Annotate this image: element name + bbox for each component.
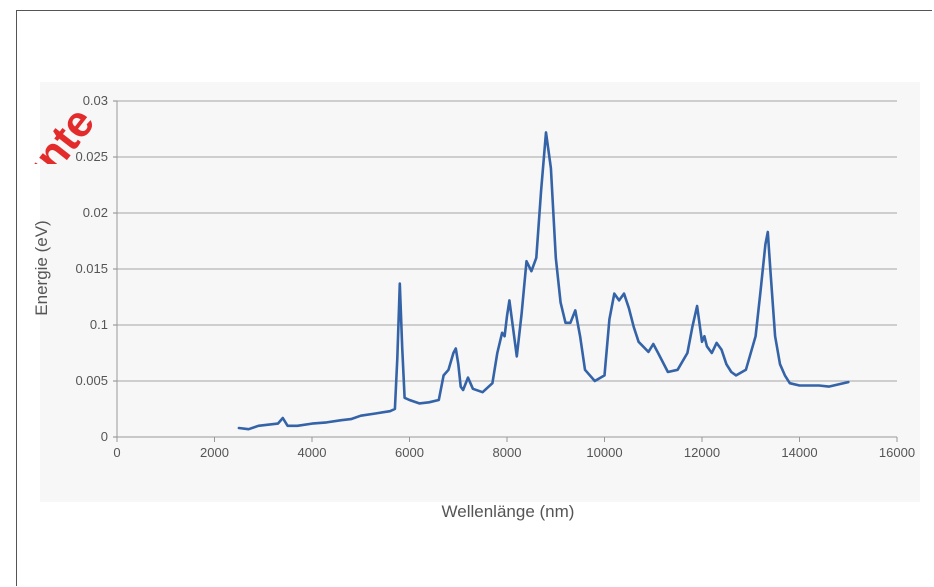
x-tick-label: 2000: [200, 445, 229, 460]
y-tick-label: 0: [101, 429, 108, 444]
y-axis-title: Energie (eV): [32, 220, 51, 315]
x-tick-labels: 0 2000 4000 6000 8000 10000 12000 14000 16000: [113, 445, 915, 460]
y-tick-label: 0.005: [75, 373, 108, 388]
y-tick-label: 0.03: [83, 93, 108, 108]
watermark-logo: unte: [8, 98, 104, 164]
series-line: [237, 131, 850, 431]
series-lines: [237, 131, 850, 431]
x-axis-title: Wellenlänge (nm): [442, 502, 575, 521]
x-tick-label: 12000: [684, 445, 720, 460]
x-tick-label: 14000: [781, 445, 817, 460]
axes: [116, 101, 898, 442]
x-tick-label: 8000: [493, 445, 522, 460]
y-tick-label: 0.1: [90, 317, 108, 332]
y-tick-label: 0.015: [75, 261, 108, 276]
x-tick-label: 16000: [879, 445, 915, 460]
x-tick-label: 10000: [586, 445, 622, 460]
grid-lines: [113, 100, 897, 438]
plot-background: [40, 82, 920, 502]
y-tick-label: 0.025: [75, 149, 108, 164]
x-tick-label: 4000: [298, 445, 327, 460]
x-tick-label: 0: [113, 445, 120, 460]
x-tick-label: 6000: [395, 445, 424, 460]
y-tick-label: 0.02: [83, 205, 108, 220]
y-tick-labels: 0 0.005 0.1 0.015 0.02 0.025 0.03: [75, 93, 108, 444]
